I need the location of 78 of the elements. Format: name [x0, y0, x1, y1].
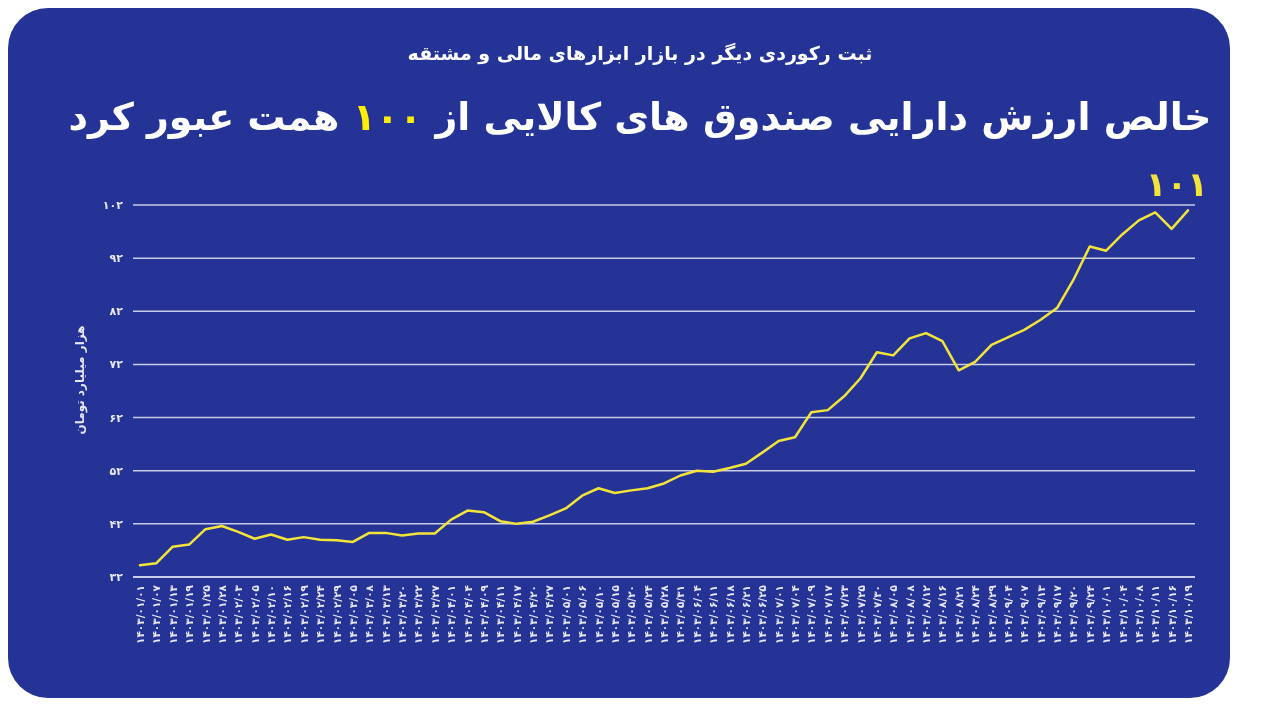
y-tick-label: ۸۲ [109, 305, 124, 319]
y-tick-label: ۱۰۲ [102, 199, 124, 212]
x-tick-label: ۱۴۰۳/۰۳/۱۳ [379, 584, 392, 644]
x-tick-label: ۱۴۰۳/۱۰/۱۱ [1149, 585, 1162, 644]
x-tick-label: ۱۴۰۳/۰۵/۱۰ [592, 585, 605, 644]
y-axis-title: هزار میلیارد تومان [73, 325, 88, 435]
y-tick-label: ۴۲ [109, 517, 124, 531]
y-tick-label: ۷۲ [109, 358, 124, 372]
x-tick-label: ۱۴۰۳/۱۰/۱۹ [1182, 584, 1194, 644]
x-tick-label: ۱۴۰۳/۰۱/۲۸ [215, 584, 228, 644]
x-tick-label: ۱۴۰۳/۰۵/۳۱ [674, 585, 687, 644]
x-tick-label: ۱۴۰۳/۰۴/۲۷ [543, 584, 556, 644]
x-tick-label: ۱۴۰۳/۰۵/۰۱ [559, 585, 572, 644]
x-tick-label: ۱۴۰۳/۰۴/۰۱ [445, 585, 458, 644]
x-tick-label: ۱۴۰۳/۰۸/۲۹ [985, 584, 998, 644]
x-tick-label: ۱۴۰۳/۱۰/۱۶ [1165, 585, 1178, 644]
x-tick-label: ۱۴۰۳/۰۸/۱۲ [920, 584, 932, 644]
x-tick-label: ۱۴۰۳/۰۵/۲۴ [641, 584, 654, 644]
x-tick-label: ۱۴۰۳/۰۷/۰۴ [789, 584, 801, 644]
x-tick-label: ۱۴۰۳/۰۶/۲۱ [739, 585, 752, 644]
x-tick-label: ۱۴۰۳/۰۱/۱۹ [183, 584, 196, 644]
x-tick-label: ۱۴۰۳/۰۸/۲۱ [952, 585, 965, 644]
x-tick-label: ۱۴۰۳/۰۲/۲۹ [330, 584, 343, 644]
x-tick-label: ۱۴۰۳/۰۷/۲۳ [838, 584, 851, 644]
x-tick-label: ۱۴۰۳/۰۳/۲۷ [428, 584, 441, 644]
x-tick-label: ۱۴۰۳/۰۷/۰۹ [805, 584, 818, 644]
x-tick-label: ۱۴۰۳/۰۸/۲۴ [969, 584, 982, 644]
x-tick-label: ۱۴۰۳/۰۶/۲۵ [756, 584, 769, 644]
x-tick-label: ۱۴۰۳/۰۹/۱۷ [1051, 584, 1063, 644]
x-tick-label: ۱۴۰۳/۰۴/۱۱ [494, 585, 507, 644]
x-tick-label: ۱۴۰۳/۰۷/۱۷ [821, 584, 834, 644]
y-tick-label: ۳۲ [109, 571, 124, 584]
x-tick-label: ۱۴۰۳/۰۶/۱۸ [723, 584, 736, 644]
x-tick-label: ۱۴۰۳/۰۵/۲۸ [658, 584, 670, 644]
x-tick-label: ۱۴۰۳/۱۰/۰۴ [1116, 584, 1129, 644]
x-tick-label: ۱۴۰۳/۰۴/۰۴ [461, 584, 474, 644]
y-tick-label: ۵۲ [109, 464, 124, 478]
x-tick-label: ۱۴۰۳/۰۹/۰۴ [1001, 584, 1014, 644]
x-tick-label: ۱۴۰۳/۰۹/۰۷ [1018, 584, 1031, 644]
chart-title: خالص ارزش دارایی صندوق های کالایی از ۱۰۰ همت عبور کرد [68, 95, 1212, 140]
x-tick-label: ۱۴۰۳/۰۲/۱۰ [265, 585, 277, 644]
x-tick-label: ۱۴۰۳/۰۴/۲۰ [527, 585, 539, 644]
x-tick-label: ۱۴۰۳/۰۱/۰۱ [134, 585, 146, 644]
x-tick-label: ۱۴۰۳/۰۴/۰۹ [477, 584, 490, 644]
x-tick-label: ۱۴۰۳/۰۷/۰۱ [772, 585, 785, 644]
x-tick-label: ۱۴۰۳/۰۴/۱۷ [510, 584, 523, 644]
x-tick-label: ۱۴۰۳/۰۲/۰۳ [232, 584, 245, 644]
y-tick-label: ۹۲ [109, 252, 124, 266]
x-tick-label: ۱۴۰۳/۰۹/۱۳ [1034, 584, 1047, 644]
x-tick-label: ۱۴۰۳/۰۲/۱۹ [297, 584, 310, 644]
x-tick-label: ۱۴۰۳/۰۲/۲۴ [314, 584, 327, 644]
x-tick-label: ۱۴۰۳/۰۳/۰۸ [363, 584, 376, 644]
x-tick-label: ۱۴۰۳/۰۹/۲۰ [1067, 585, 1080, 644]
x-tick-label: ۱۴۰۳/۰۲/۱۶ [281, 585, 294, 644]
x-tick-label: ۱۴۰۳/۱۰/۰۸ [1132, 584, 1145, 644]
x-tick-label: ۱۴۰۳/۰۸/۱۶ [936, 585, 949, 644]
x-tick-label: ۱۴۰۳/۰۱/۲۵ [199, 584, 212, 644]
x-tick-label: ۱۴۰۳/۰۱/۰۷ [150, 584, 163, 644]
annotation: ۱۰۱ [1145, 164, 1208, 205]
x-tick-label: ۱۴۰۳/۰۳/۰۵ [346, 584, 359, 644]
x-tick-label: ۱۴۰۳/۰۷/۳۰ [870, 585, 883, 644]
x-tick-label: ۱۴۰۳/۰۵/۰۶ [576, 585, 589, 644]
x-tick-label: ۱۴۰۳/۰۸/۰۵ [887, 584, 900, 644]
chart-subtitle: ثبت رکوردی دیگر در بازار ابزارهای مالی و مشتقه [407, 42, 873, 65]
x-tick-label: ۱۴۰۳/۰۶/۰۴ [690, 584, 703, 644]
line-series [138, 209, 1190, 567]
x-tick-label: ۱۴۰۳/۰۹/۲۴ [1083, 584, 1096, 644]
x-tick-label: ۱۴۰۳/۱۰/۰۱ [1100, 585, 1113, 644]
x-tick-label: ۱۴۰۳/۰۵/۲۰ [625, 585, 638, 644]
y-tick-label: ۶۲ [109, 411, 124, 425]
x-tick-label: ۱۴۰۳/۰۲/۰۵ [248, 584, 261, 644]
x-tick-label: ۱۴۰۳/۰۶/۱۱ [707, 585, 720, 644]
x-tick-label: ۱۴۰۳/۰۸/۰۸ [903, 584, 916, 644]
x-tick-label: ۱۴۰۳/۰۷/۲۵ [854, 584, 867, 644]
x-tick-label: ۱۴۰۳/۰۳/۲۰ [396, 585, 408, 644]
x-tick-label: ۱۴۰۳/۰۱/۱۳ [166, 584, 179, 644]
x-tick-label: ۱۴۰۳/۰۵/۱۵ [608, 584, 621, 644]
x-tick-label: ۱۴۰۳/۰۳/۲۲ [412, 584, 425, 644]
